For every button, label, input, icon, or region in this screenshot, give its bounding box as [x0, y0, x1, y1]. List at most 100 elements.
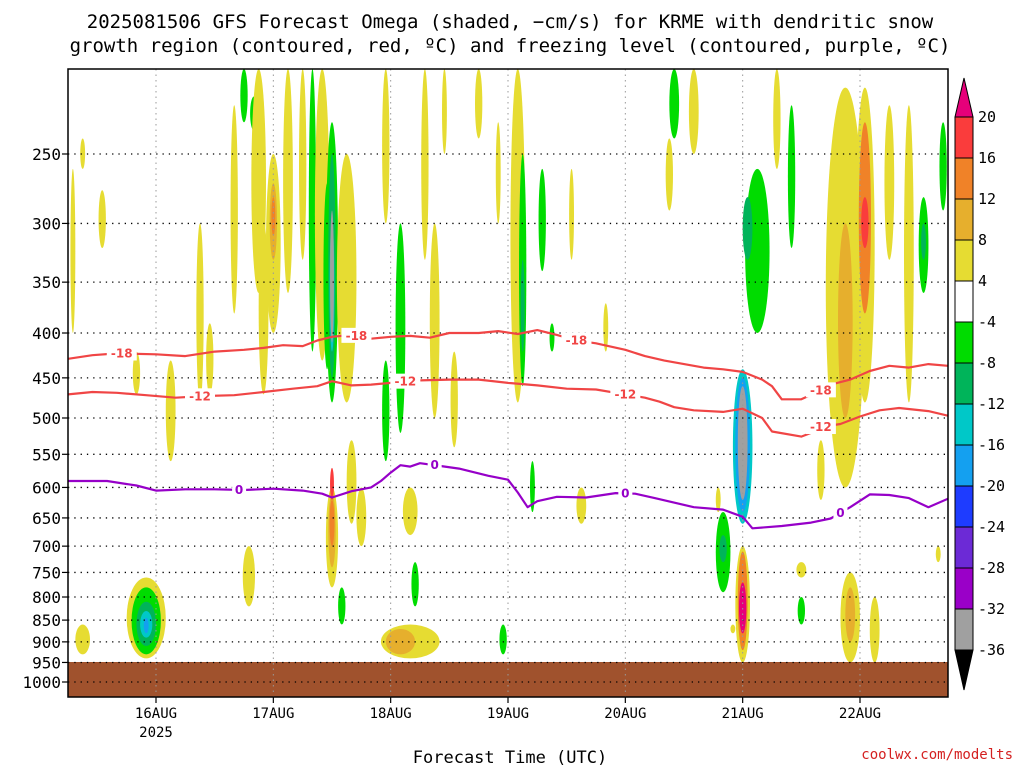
omega-cell — [402, 487, 418, 536]
contour-label-bg — [185, 388, 215, 404]
x-tick-label: 16AUG — [135, 706, 177, 722]
omega-cell — [330, 210, 334, 343]
colorbar-swatch — [954, 485, 974, 528]
x-tick-label: 19AUG — [487, 706, 529, 722]
omega-cell — [669, 69, 680, 139]
omega-cell — [329, 499, 335, 547]
contour-line-freezing — [68, 462, 948, 530]
x-tick-label: 22AUG — [839, 706, 881, 722]
y-tick-label: 750 — [32, 563, 61, 582]
y-tick-label: 250 — [32, 145, 61, 164]
colorbar-swatch — [954, 239, 974, 282]
contour-label: -18 — [346, 329, 368, 343]
colorbar-swatch — [954, 157, 974, 200]
y-tick-label: 650 — [32, 509, 61, 528]
omega-cell — [861, 197, 869, 249]
omega-cell — [356, 487, 367, 547]
omega-cell — [730, 624, 736, 634]
omega-cell — [742, 197, 753, 260]
omega-cell — [530, 461, 535, 513]
colorbar-swatch — [954, 444, 974, 487]
omega-cell — [421, 69, 429, 260]
omega-cell — [787, 105, 796, 249]
omega-cell — [715, 487, 721, 513]
omega-cell — [719, 535, 727, 563]
omega-cell — [70, 168, 76, 334]
omega-cell — [838, 223, 853, 418]
omega-cell — [271, 197, 276, 236]
colorbar-tick-label: -4 — [978, 313, 996, 331]
contour-label-bg — [106, 345, 137, 361]
omega-cell — [230, 105, 238, 314]
omega-cell — [206, 323, 214, 395]
omega-cell — [869, 597, 880, 663]
omega-cell — [520, 259, 525, 352]
omega-cell — [240, 69, 248, 123]
omega-cell — [569, 168, 574, 260]
contour-label: -18 — [111, 347, 133, 361]
omega-cell — [98, 190, 106, 249]
x-tick-label: 20AUG — [604, 706, 646, 722]
colorbar-tick-label: -16 — [978, 436, 1005, 454]
contour-label-bg — [610, 386, 641, 402]
colorbar-tick-label: 20 — [978, 108, 996, 126]
omega-cell — [884, 105, 895, 260]
colorbar-swatch — [954, 116, 974, 159]
omega-cell — [330, 467, 334, 500]
omega-cell — [495, 122, 501, 224]
contour-label-bg — [618, 485, 633, 501]
y-tick-label: 850 — [32, 611, 61, 630]
omega-cell — [382, 360, 390, 462]
omega-cell — [165, 360, 176, 462]
omega-cell — [308, 69, 317, 352]
omega-cell — [75, 624, 90, 655]
y-tick-label: 1000 — [22, 673, 61, 692]
y-tick-label: 300 — [32, 214, 61, 233]
contour-label: -18 — [810, 383, 832, 397]
omega-cell — [797, 597, 805, 625]
colorbar-tick-label: 16 — [978, 149, 996, 167]
contour-label: 0 — [836, 506, 844, 520]
contour-label-bg — [232, 481, 247, 497]
contour-label-bg — [427, 457, 442, 473]
omega-cell — [939, 122, 947, 211]
y-tick-label: 800 — [32, 588, 61, 607]
contour-label: -12 — [810, 420, 832, 434]
x-tick-label: 18AUG — [370, 706, 412, 722]
colorbar-swatch — [954, 280, 974, 323]
colorbar-swatch — [954, 198, 974, 241]
y-tick-label: 950 — [32, 653, 61, 672]
omega-cell — [450, 351, 458, 448]
omega-cell — [688, 69, 699, 154]
omega-cell — [299, 69, 307, 260]
contour-label: -18 — [566, 334, 588, 348]
y-tick-label: 550 — [32, 445, 61, 464]
omega-cell — [796, 562, 807, 578]
omega-cell — [817, 440, 825, 500]
omega-cell — [904, 105, 914, 403]
x-tick-label: 21AUG — [722, 706, 764, 722]
x-tick-label: 17AUG — [252, 706, 294, 722]
colorbar-tick-label: 12 — [978, 190, 996, 208]
omega-cell — [549, 323, 555, 352]
omega-cell — [242, 546, 255, 607]
omega-cell — [143, 617, 149, 634]
plot-inner: -18 -18 -18 -18 -12 -12 -12 -12 0 0 0 0 — [68, 69, 948, 697]
credit-text: coolwx.com/modelts — [861, 747, 1013, 763]
x-tick-sublabel: 2025 — [139, 725, 173, 741]
y-tick-label: 400 — [32, 324, 61, 343]
colorbar: 20 16 12 8 4 -4 -8 -12 -16 -20 -24 -28 -32 -36 — [954, 77, 1005, 691]
omega-cell — [935, 546, 941, 563]
omega-cell — [429, 223, 440, 418]
y-tick-label: 350 — [32, 273, 61, 292]
y-tick-label: 600 — [32, 478, 61, 497]
omega-cell — [196, 223, 204, 403]
colorbar-bottom-arrow — [954, 649, 974, 691]
omega-cell — [603, 303, 609, 352]
omega-cell — [665, 138, 673, 211]
omega-cell — [338, 587, 346, 625]
colorbar-swatch — [954, 362, 974, 405]
colorbar-tick-label: -36 — [978, 641, 1005, 659]
contour-label: -12 — [394, 375, 416, 389]
omega-cell — [773, 69, 781, 169]
